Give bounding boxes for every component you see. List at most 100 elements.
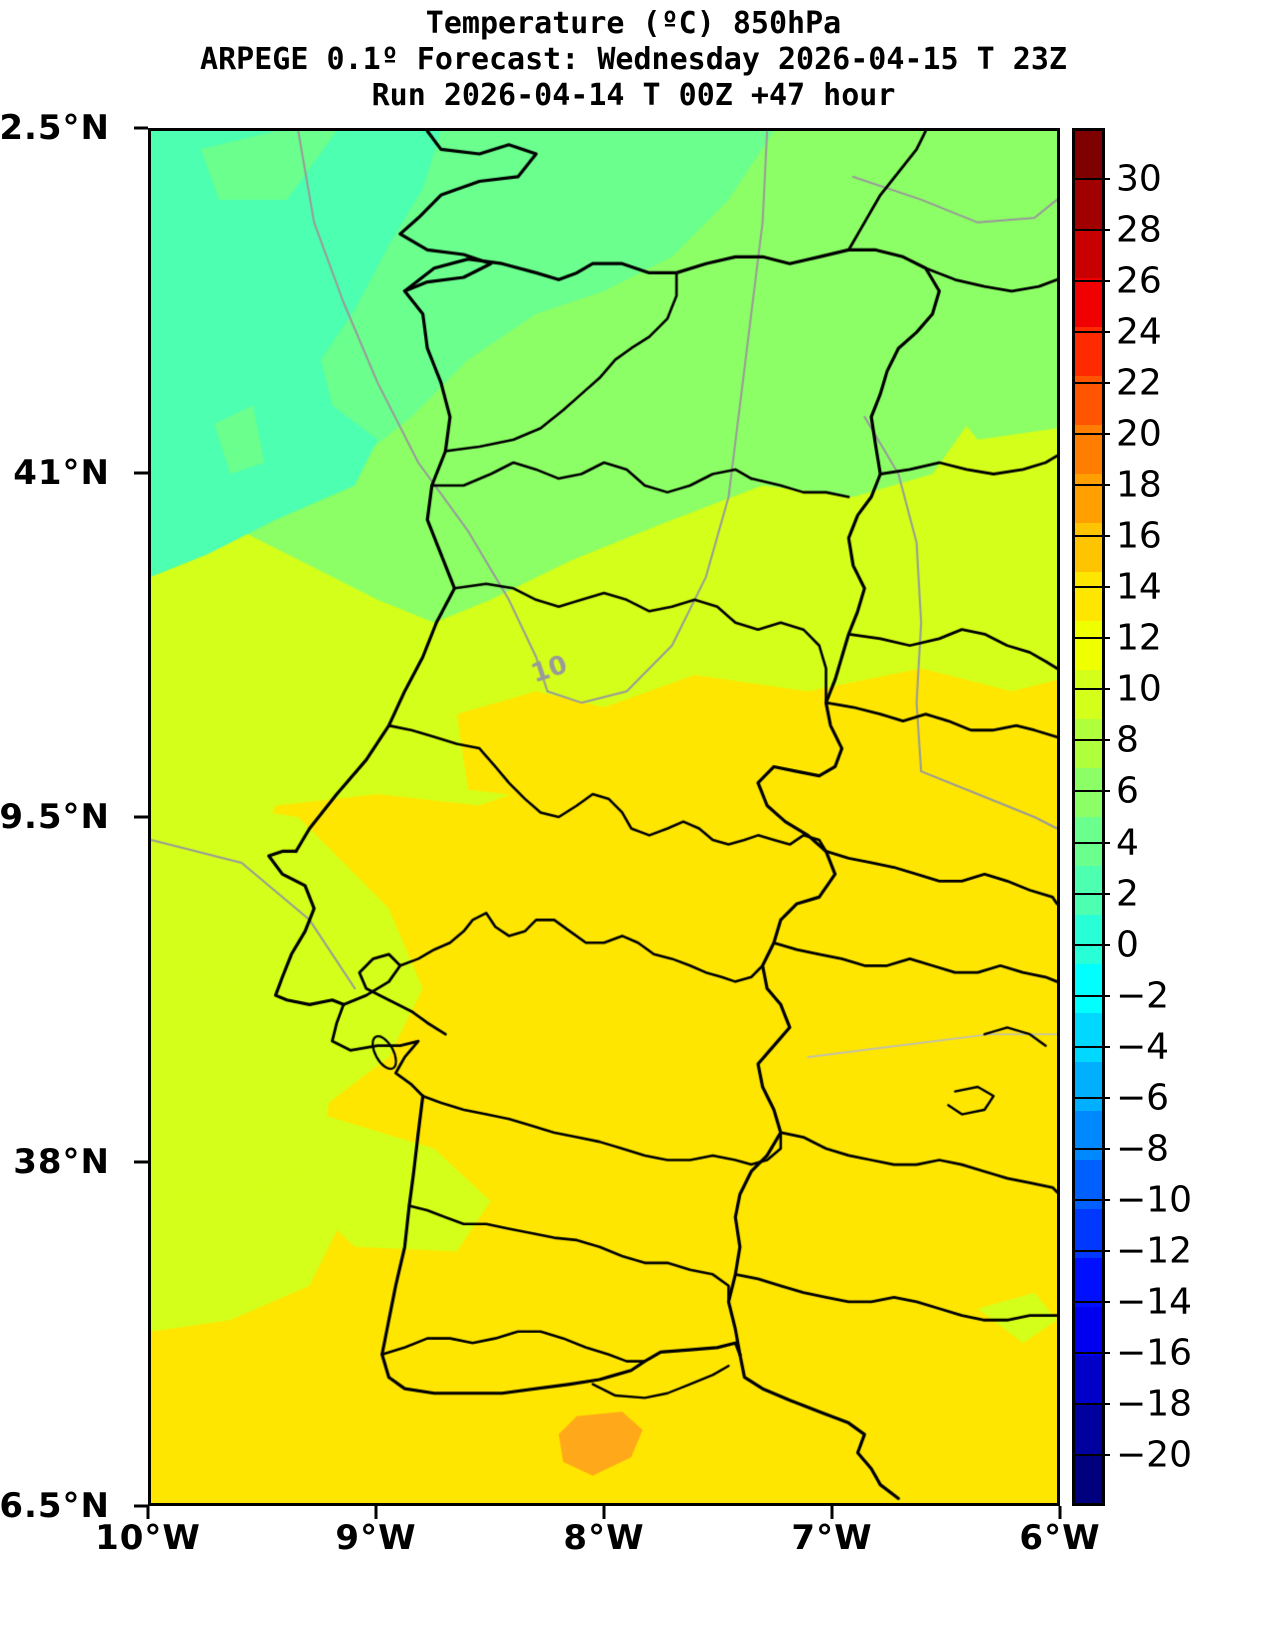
colorbar-tick-label: 2 <box>1116 873 1139 915</box>
longitude-tick-label: 9°W <box>335 1518 417 1558</box>
colorbar-tick-label: 10 <box>1116 668 1162 710</box>
map-plot-area <box>148 128 1060 1506</box>
longitude-tick-label: 8°W <box>563 1518 645 1558</box>
colorbar-band <box>1075 915 1102 964</box>
colorbar-tick-label: −16 <box>1116 1332 1192 1374</box>
colorbar-tick-label: 28 <box>1116 209 1162 251</box>
chart-title-main: Temperature (ºC) 850hPa <box>425 6 842 41</box>
longitude-tick-mark <box>1058 1506 1062 1519</box>
colorbar-tick-mark <box>1072 841 1110 844</box>
colorbar-tick-mark <box>1072 433 1110 436</box>
colorbar-band <box>1075 278 1102 327</box>
colorbar-band <box>1075 229 1102 278</box>
colorbar-tick-label: −12 <box>1116 1230 1192 1272</box>
colorbar-tick-mark <box>1072 1300 1110 1303</box>
colorbar-tick-label: 26 <box>1116 260 1162 302</box>
temperature-contour-map <box>151 131 1057 1503</box>
colorbar-tick-label: 20 <box>1116 413 1162 455</box>
chart-title-block: Temperature (ºC) 850hPa ARPEGE 0.1º Fore… <box>0 6 1267 114</box>
latitude-tick-label: 42.5°N <box>0 108 110 148</box>
colorbar-tick-mark <box>1072 637 1110 640</box>
colorbar-tick-mark <box>1072 1045 1110 1048</box>
colorbar-tick-mark <box>1072 178 1110 181</box>
longitude-tick-mark <box>374 1506 378 1519</box>
colorbar-tick-mark <box>1072 280 1110 283</box>
latitude-tick-label: 38°N <box>13 1141 110 1182</box>
colorbar-tick-mark <box>1072 586 1110 589</box>
colorbar-band <box>1075 768 1102 817</box>
colorbar-tick-label: 16 <box>1116 515 1162 557</box>
colorbar-tick-label: 18 <box>1116 464 1162 506</box>
colorbar-band <box>1075 670 1102 719</box>
longitude-tick-label: 6°W <box>1019 1518 1101 1558</box>
colorbar-tick-mark <box>1072 1096 1110 1099</box>
colorbar-band <box>1075 1111 1102 1160</box>
latitude-tick-mark <box>134 126 148 130</box>
latitude-tick-mark <box>134 1504 148 1508</box>
colorbar-tick-mark <box>1072 790 1110 793</box>
colorbar-band <box>1075 964 1102 1013</box>
colorbar-tick-label: −6 <box>1116 1077 1170 1119</box>
colorbar-tick-label: −18 <box>1116 1383 1192 1425</box>
colorbar-band <box>1075 719 1102 768</box>
colorbar-tick-label: 24 <box>1116 311 1162 353</box>
latitude-tick-label: 41°N <box>13 452 110 493</box>
colorbar-tick-mark <box>1072 484 1110 487</box>
colorbar-band <box>1075 1307 1102 1356</box>
chart-title-run: Run 2026-04-14 T 00Z +47 hour <box>371 78 896 113</box>
latitude-tick-mark <box>134 471 148 474</box>
colorbar-band <box>1075 327 1102 376</box>
latitude-tick-label: 36.5°N <box>0 1486 110 1526</box>
colorbar-tick-mark <box>1072 1147 1110 1150</box>
colorbar-tick-label: 4 <box>1116 822 1139 864</box>
colorbar-tick-label: −14 <box>1116 1281 1192 1323</box>
longitude-tick-mark <box>830 1506 834 1519</box>
latitude-tick-label: 39.5°N <box>0 797 110 837</box>
colorbar-band <box>1075 180 1102 229</box>
longitude-tick-mark <box>146 1506 150 1519</box>
colorbar-tick-mark <box>1072 535 1110 538</box>
colorbar-band <box>1075 572 1102 621</box>
colorbar-tick-mark <box>1072 1249 1110 1252</box>
colorbar-band <box>1075 621 1102 670</box>
colorbar-tick-mark <box>1072 994 1110 997</box>
latitude-tick-mark <box>134 815 148 819</box>
colorbar-tick-label: 30 <box>1116 158 1162 200</box>
colorbar-tick-mark <box>1072 331 1110 334</box>
colorbar-tick-mark <box>1072 382 1110 385</box>
temperature-colorbar <box>1072 128 1105 1506</box>
colorbar-band <box>1075 1013 1102 1062</box>
colorbar-tick-label: −10 <box>1116 1179 1192 1221</box>
colorbar-tick-mark <box>1072 688 1110 691</box>
colorbar-tick-label: 14 <box>1116 566 1162 608</box>
colorbar-tick-mark <box>1072 229 1110 232</box>
colorbar-band <box>1075 1160 1102 1209</box>
colorbar-band <box>1075 425 1102 474</box>
colorbar-tick-label: 8 <box>1116 719 1139 761</box>
colorbar-tick-label: −4 <box>1116 1026 1170 1068</box>
chart-title-forecast: ARPEGE 0.1º Forecast: Wednesday 2026-04-… <box>200 42 1067 77</box>
colorbar-band <box>1075 1062 1102 1111</box>
colorbar-tick-mark <box>1072 1198 1110 1201</box>
colorbar-tick-label: −8 <box>1116 1128 1170 1170</box>
colorbar-tick-mark <box>1072 1402 1110 1405</box>
colorbar-tick-mark <box>1072 892 1110 895</box>
colorbar-tick-mark <box>1072 1351 1110 1354</box>
colorbar-tick-mark <box>1072 739 1110 742</box>
colorbar-band <box>1075 1454 1102 1503</box>
longitude-tick-mark <box>602 1506 606 1519</box>
colorbar-tick-label: −2 <box>1116 975 1170 1017</box>
colorbar-band <box>1075 523 1102 572</box>
colorbar-band <box>1075 817 1102 866</box>
colorbar-tick-label: −20 <box>1116 1434 1192 1476</box>
longitude-tick-label: 7°W <box>791 1518 873 1558</box>
colorbar-band <box>1075 474 1102 523</box>
colorbar-tick-label: 12 <box>1116 617 1162 659</box>
longitude-tick-label: 10°W <box>95 1518 201 1558</box>
colorbar-tick-label: 0 <box>1116 924 1139 966</box>
colorbar-band <box>1075 1258 1102 1307</box>
colorbar-band <box>1075 1356 1102 1405</box>
colorbar-tick-label: 22 <box>1116 362 1162 404</box>
colorbar-tick-mark <box>1072 1453 1110 1456</box>
latitude-tick-mark <box>134 1160 148 1163</box>
